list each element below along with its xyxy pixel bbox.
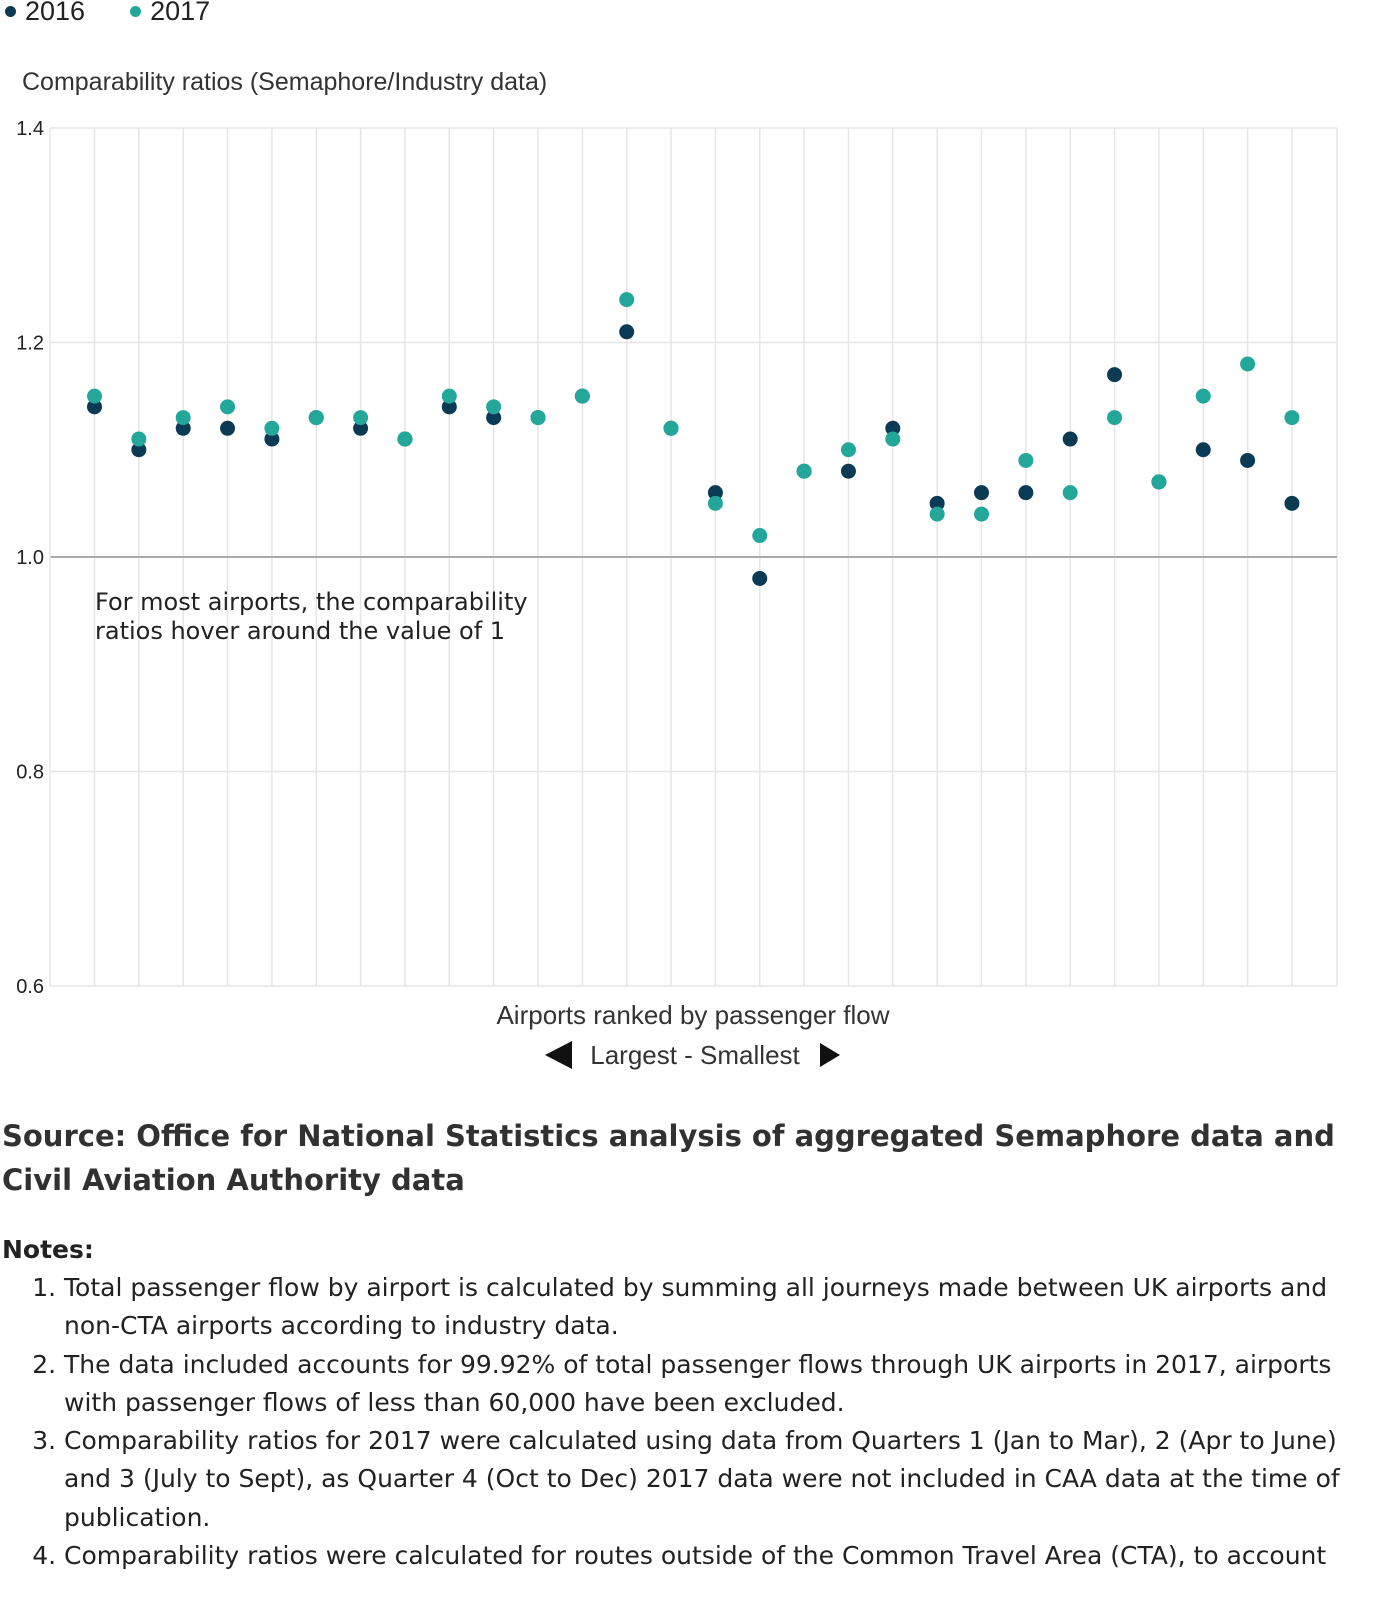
point-2016[interactable] [175, 420, 191, 436]
point-2016[interactable] [353, 420, 369, 436]
chart-legend: 2016 2017 [0, 0, 250, 28]
left-arrow-icon [545, 1041, 572, 1069]
point-2017[interactable] [175, 410, 191, 426]
point-2017[interactable] [530, 410, 546, 426]
point-2016[interactable] [974, 485, 989, 501]
point-2016[interactable] [929, 495, 945, 511]
point-2016[interactable] [1062, 431, 1078, 447]
x-axis-title: Airports ranked by passenger flow [496, 1000, 889, 1030]
y-tick-label: 0.6 [16, 976, 44, 998]
data-points [87, 292, 1300, 586]
point-2017[interactable] [1062, 485, 1078, 501]
point-2017[interactable] [308, 410, 324, 426]
legend-item-2016[interactable]: 2016 [0, 0, 85, 27]
point-2017[interactable] [885, 431, 901, 447]
right-arrow-icon [820, 1043, 840, 1067]
legend-marker-2016 [5, 5, 16, 17]
annotation-line-1: For most airports, the comparability [95, 588, 528, 616]
point-2016[interactable] [131, 442, 147, 458]
point-2017[interactable] [707, 495, 723, 511]
note-item: Total passenger flow by airport is calcu… [64, 1269, 1372, 1346]
point-2016[interactable] [1195, 442, 1211, 458]
point-2016[interactable] [752, 570, 768, 586]
point-2016[interactable] [486, 410, 502, 426]
legend-item-2017[interactable]: 2017 [125, 0, 210, 27]
y-tick-label: 1.4 [16, 118, 44, 140]
point-2017[interactable] [441, 388, 457, 404]
point-2016[interactable] [1240, 452, 1256, 468]
point-2016[interactable] [1018, 485, 1034, 501]
y-tick-label: 1.0 [16, 547, 44, 569]
point-2017[interactable] [974, 506, 989, 522]
point-2017[interactable] [619, 292, 635, 308]
annotation-line-2: ratios hover around the value of 1 [95, 617, 505, 645]
point-2016[interactable] [619, 324, 635, 340]
legend-marker-2017 [130, 5, 142, 17]
point-2016[interactable] [840, 463, 856, 479]
point-2016[interactable] [264, 431, 280, 447]
point-2017[interactable] [353, 410, 369, 426]
point-2017[interactable] [796, 463, 812, 479]
legend-label-2016: 2016 [25, 0, 86, 26]
point-2016[interactable] [885, 420, 901, 436]
grid-lines [50, 127, 1338, 987]
point-2017[interactable] [397, 431, 413, 447]
point-2017[interactable] [1018, 452, 1034, 468]
point-2017[interactable] [752, 528, 768, 544]
x-axis-subtitle: Largest - Smallest [590, 1040, 800, 1070]
point-2017[interactable] [87, 388, 102, 404]
point-2017[interactable] [663, 420, 679, 436]
note-item: The data included accounts for 99.92% of… [64, 1346, 1372, 1423]
point-2016[interactable] [441, 399, 457, 415]
note-item: Comparability ratios were calculated for… [64, 1537, 1372, 1575]
scatter-chart: 1.4 1.2 1.0 0.8 0.6 Comparability ratios (Se… [16, 68, 1338, 1070]
y-tick-label: 1.2 [16, 333, 44, 355]
notes-title: Notes: [2, 1235, 94, 1264]
point-2017[interactable] [486, 399, 502, 415]
point-2017[interactable] [1284, 410, 1300, 426]
notes-list: Total passenger flow by airport is calcu… [0, 1269, 1372, 1575]
point-2017[interactable] [1240, 356, 1256, 372]
point-2016[interactable] [707, 485, 723, 501]
point-2016[interactable] [220, 420, 236, 436]
point-2017[interactable] [264, 420, 280, 436]
source-text: Source: Office for National Statistics a… [2, 1119, 1335, 1197]
point-2017[interactable] [840, 442, 856, 458]
point-2017[interactable] [1195, 388, 1211, 404]
legend-label-2017: 2017 [150, 0, 211, 26]
point-2016[interactable] [87, 399, 102, 415]
point-2017[interactable] [574, 388, 590, 404]
point-2017[interactable] [220, 399, 236, 415]
note-item: Comparability ratios for 2017 were calcu… [64, 1422, 1372, 1537]
point-2016[interactable] [1284, 495, 1300, 511]
point-2017[interactable] [131, 431, 147, 447]
y-tick-label: 0.8 [16, 762, 44, 784]
y-axis: 1.4 1.2 1.0 0.8 0.6 [16, 118, 51, 998]
y-axis-title: Comparability ratios (Semaphore/Industry… [22, 68, 547, 96]
point-2017[interactable] [1107, 410, 1123, 426]
point-2017[interactable] [929, 506, 945, 522]
point-2017[interactable] [1151, 474, 1167, 490]
point-2016[interactable] [1107, 367, 1123, 383]
